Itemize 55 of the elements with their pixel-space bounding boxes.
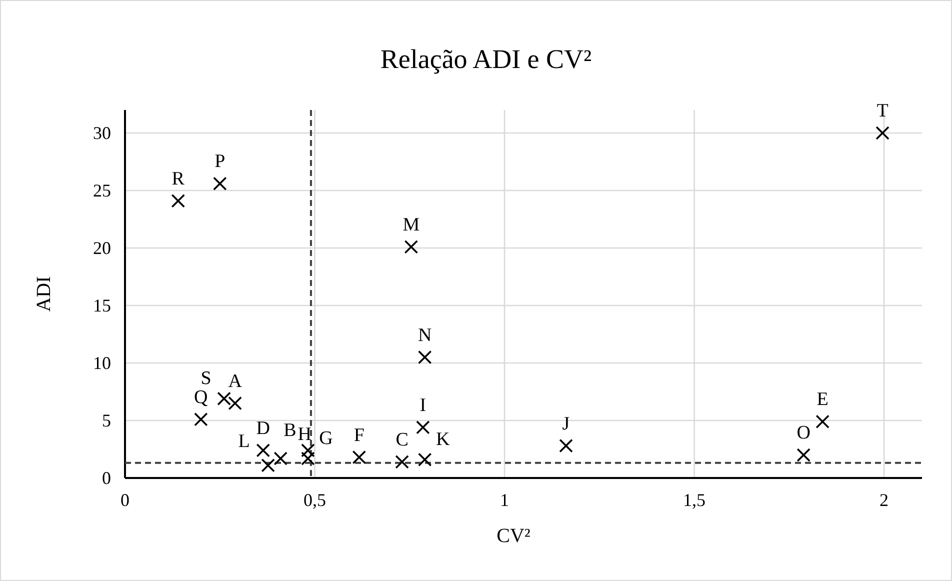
point <box>171 194 186 208</box>
point <box>796 448 810 462</box>
annotation: A <box>228 370 242 392</box>
y-tick-label: 20 <box>93 238 111 258</box>
point <box>395 455 409 469</box>
x-tick-label: 0,5 <box>304 490 326 510</box>
y-axis-title: ADI <box>33 276 55 312</box>
point <box>876 126 890 140</box>
point <box>274 452 288 466</box>
point <box>352 450 366 464</box>
annotation: F <box>354 424 364 446</box>
annotation: D <box>256 418 270 439</box>
annotation: G <box>319 428 334 449</box>
annotation: S <box>200 368 212 390</box>
annotation: C <box>396 429 408 450</box>
point <box>301 444 315 458</box>
point <box>301 452 315 466</box>
y-tick-label: 0 <box>102 468 111 488</box>
y-tick-label: 30 <box>93 123 111 143</box>
point <box>217 392 231 406</box>
annotation: H <box>298 424 312 445</box>
chart-title: Relação ADI e CV² <box>380 44 592 74</box>
y-tick-label: 10 <box>93 353 111 373</box>
annotation: M <box>402 214 420 236</box>
annotation: Q <box>194 386 208 408</box>
y-tick-label: 25 <box>93 180 111 200</box>
point <box>404 240 418 254</box>
point <box>261 458 275 472</box>
x-tick-label: 1,5 <box>683 490 706 510</box>
point <box>816 414 830 429</box>
annotation: J <box>562 413 570 434</box>
annotation: N <box>418 324 432 346</box>
annotation: K <box>436 429 450 450</box>
point <box>194 412 208 426</box>
point <box>559 438 573 453</box>
point <box>228 396 242 410</box>
point <box>418 452 432 466</box>
x-tick-label: 1 <box>500 490 510 510</box>
x-tick-label: 0 <box>120 490 130 510</box>
x-tick-label: 2 <box>880 490 889 510</box>
annotation: O <box>796 422 810 444</box>
annotation: P <box>214 151 226 172</box>
y-tick-label: 5 <box>102 410 111 430</box>
x-axis-title: CV² <box>496 525 530 547</box>
annotation: R <box>172 168 185 190</box>
annotation: E <box>816 389 828 410</box>
y-tick-label: 15 <box>93 296 111 316</box>
annotation: I <box>420 394 426 416</box>
point <box>418 350 432 364</box>
point <box>256 444 270 458</box>
annotation: B <box>284 420 296 441</box>
point <box>416 420 430 434</box>
annotation: L <box>238 430 250 452</box>
point <box>212 176 227 190</box>
annotation: T <box>876 100 889 122</box>
